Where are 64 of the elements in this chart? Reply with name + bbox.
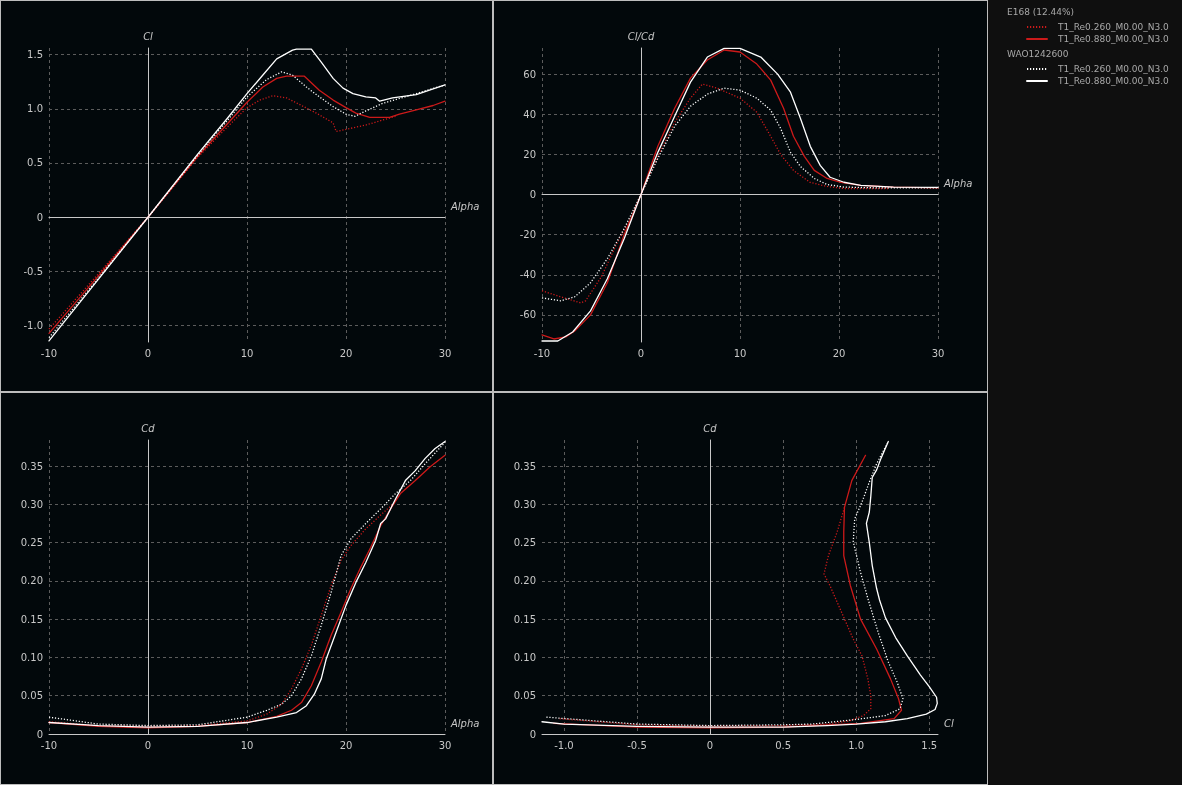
y-tick-label: -60 [519, 309, 536, 321]
y-axis-title: Cd [703, 422, 718, 434]
x-tick-label: 30 [931, 347, 945, 359]
y-tick-label: -20 [519, 229, 536, 241]
y-axis-title: Cl [143, 30, 154, 42]
x-tick-label: -10 [533, 347, 551, 359]
x-tick-label: 1.0 [848, 739, 865, 751]
x-tick-label: -1.0 [554, 739, 574, 751]
x-tick-label: 0 [144, 347, 152, 359]
x-tick-label: 0 [706, 739, 714, 751]
x-axis-title: Cl [944, 717, 954, 729]
legend-label: T1_Re0.260_M0.00_N3.0 [1057, 22, 1169, 32]
x-tick-label: 0.5 [775, 739, 792, 751]
legend-label: T1_Re0.880_M0.00_N3.0 [1057, 76, 1169, 86]
y-tick-label: 0.10 [20, 651, 43, 663]
y-tick-label: 0.15 [20, 613, 43, 625]
x-tick-label: 10 [240, 739, 254, 751]
x-tick-label: -10 [40, 739, 58, 751]
y-tick-label: 1.0 [27, 103, 43, 115]
y-tick-label: 0.20 [20, 575, 43, 587]
y-axis-title: Cl/Cd [627, 30, 655, 42]
x-tick-label: 30 [438, 739, 452, 751]
x-tick-label: 10 [733, 347, 747, 359]
x-axis-title: Alpha [450, 717, 480, 729]
y-tick-label: -1.0 [23, 320, 43, 332]
y-tick-label: 0 [529, 189, 536, 200]
y-tick-label: 1.5 [27, 49, 43, 61]
y-tick-label: 0 [529, 728, 536, 740]
y-tick-label: 0.30 [513, 498, 536, 510]
x-tick-label: 30 [438, 347, 452, 359]
y-tick-label: 0 [36, 728, 43, 740]
x-tick-label: 20 [339, 347, 353, 359]
x-axis-title: Alpha [943, 178, 973, 189]
x-tick-label: 10 [240, 347, 254, 359]
text: E168 (12.44%) [1007, 6, 1075, 17]
y-tick-label: 0.15 [513, 613, 536, 625]
y-tick-label: 20 [523, 148, 536, 160]
y-tick-label: -40 [519, 269, 536, 281]
x-axis-title: Alpha [450, 200, 480, 212]
x-tick-label: 1.5 [921, 739, 938, 751]
x-tick-label: 0 [144, 739, 152, 751]
y-tick-label: 0.5 [27, 157, 43, 169]
y-tick-label: 0.05 [513, 690, 536, 702]
y-tick-label: 0.30 [20, 498, 43, 510]
x-tick-label: 20 [832, 347, 846, 359]
x-tick-label: 20 [339, 739, 353, 751]
y-axis-title: Cd [141, 422, 156, 434]
y-tick-label: 60 [523, 68, 536, 80]
x-tick-label: -10 [40, 347, 58, 359]
x-tick-label: 0 [637, 347, 645, 359]
y-tick-label: 0.05 [20, 690, 43, 702]
y-tick-label: 0.25 [513, 537, 536, 549]
text: WAO1242600 [1007, 48, 1069, 59]
legend-label: T1_Re0.880_M0.00_N3.0 [1057, 34, 1169, 44]
y-tick-label: 0.35 [20, 460, 43, 472]
y-tick-label: 40 [523, 108, 536, 120]
y-tick-label: 0.20 [513, 575, 536, 587]
y-tick-label: 0.35 [513, 460, 536, 472]
x-tick-label: -0.5 [627, 739, 647, 751]
y-tick-label: -0.5 [23, 265, 43, 277]
y-tick-label: 0.10 [513, 651, 536, 663]
y-tick-label: 0.25 [20, 537, 43, 549]
y-tick-label: 0 [36, 211, 43, 223]
legend-label: T1_Re0.260_M0.00_N3.0 [1057, 64, 1169, 74]
